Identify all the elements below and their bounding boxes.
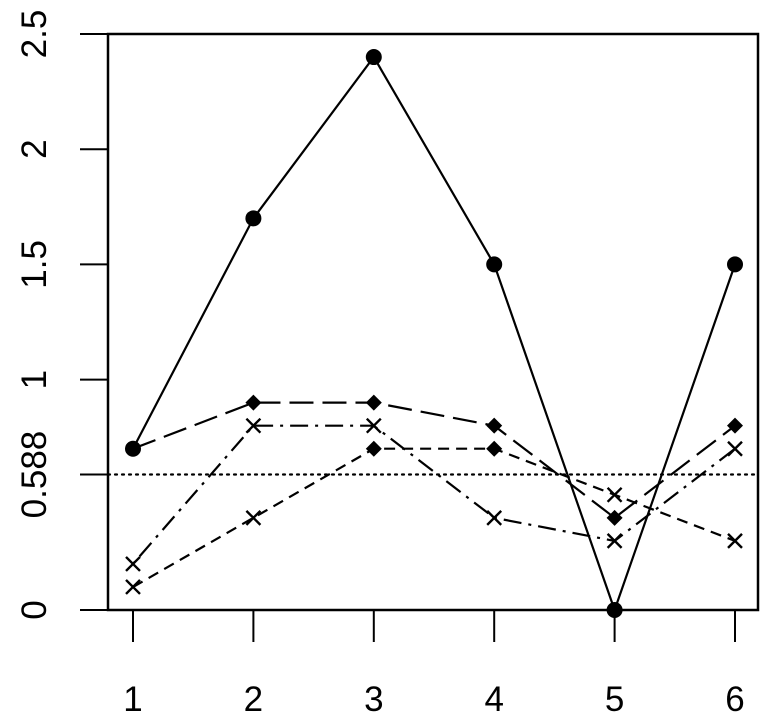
points-layer	[125, 49, 743, 618]
series-layer	[132, 55, 737, 614]
x-tick-label-1: 1	[123, 680, 142, 719]
series-1-line	[132, 55, 737, 614]
series-4-point-3	[365, 440, 382, 457]
series-3-point-4	[486, 509, 503, 526]
series-4-point-4	[486, 440, 503, 457]
x-tick-label-4: 4	[484, 680, 503, 719]
series-3-line	[132, 424, 736, 565]
series-2-point-4	[486, 417, 503, 434]
x-tick-label-5: 5	[605, 680, 624, 719]
series-1-point-3	[365, 49, 382, 66]
series-2-point-5	[606, 509, 623, 526]
y-tick-label-5: 2	[15, 139, 54, 158]
series-3-point-1	[125, 556, 141, 572]
x-tick-label-6: 6	[725, 680, 744, 719]
series-4-point-6	[727, 533, 743, 549]
series-2-point-1	[125, 440, 141, 457]
series-1-point-6	[727, 256, 743, 273]
y-tick-label-2: 0.588	[15, 431, 54, 519]
y-tick-label-3: 1	[15, 370, 54, 389]
series-2-line	[132, 401, 736, 520]
series-3-point-2	[245, 417, 262, 434]
y-tick-label-1: 0	[15, 600, 54, 619]
plot-frame	[106, 32, 760, 612]
series-2-point-3	[365, 394, 382, 411]
x-tick-label-2: 2	[244, 680, 263, 719]
series-2-point-2	[245, 394, 262, 411]
series-2-point-6	[727, 417, 743, 434]
series-1-point-4	[486, 256, 503, 273]
series-1-point-2	[245, 210, 262, 227]
series-4-point-5	[606, 486, 623, 503]
series-3-point-5	[606, 533, 623, 549]
axes-layer: 1 2 3 4 5 6 0 0.588 1 1.5 2 2.5	[15, 10, 760, 719]
series-3-point-3	[365, 417, 382, 434]
y-tick-label-6: 2.5	[15, 10, 54, 59]
series-4-line	[132, 447, 736, 588]
x-tick-label-3: 3	[364, 680, 383, 719]
y-tick-label-4: 1.5	[15, 240, 54, 289]
series-4-point-1	[125, 579, 141, 595]
series-4-point-2	[245, 509, 262, 526]
series-3-point-6	[727, 440, 743, 457]
